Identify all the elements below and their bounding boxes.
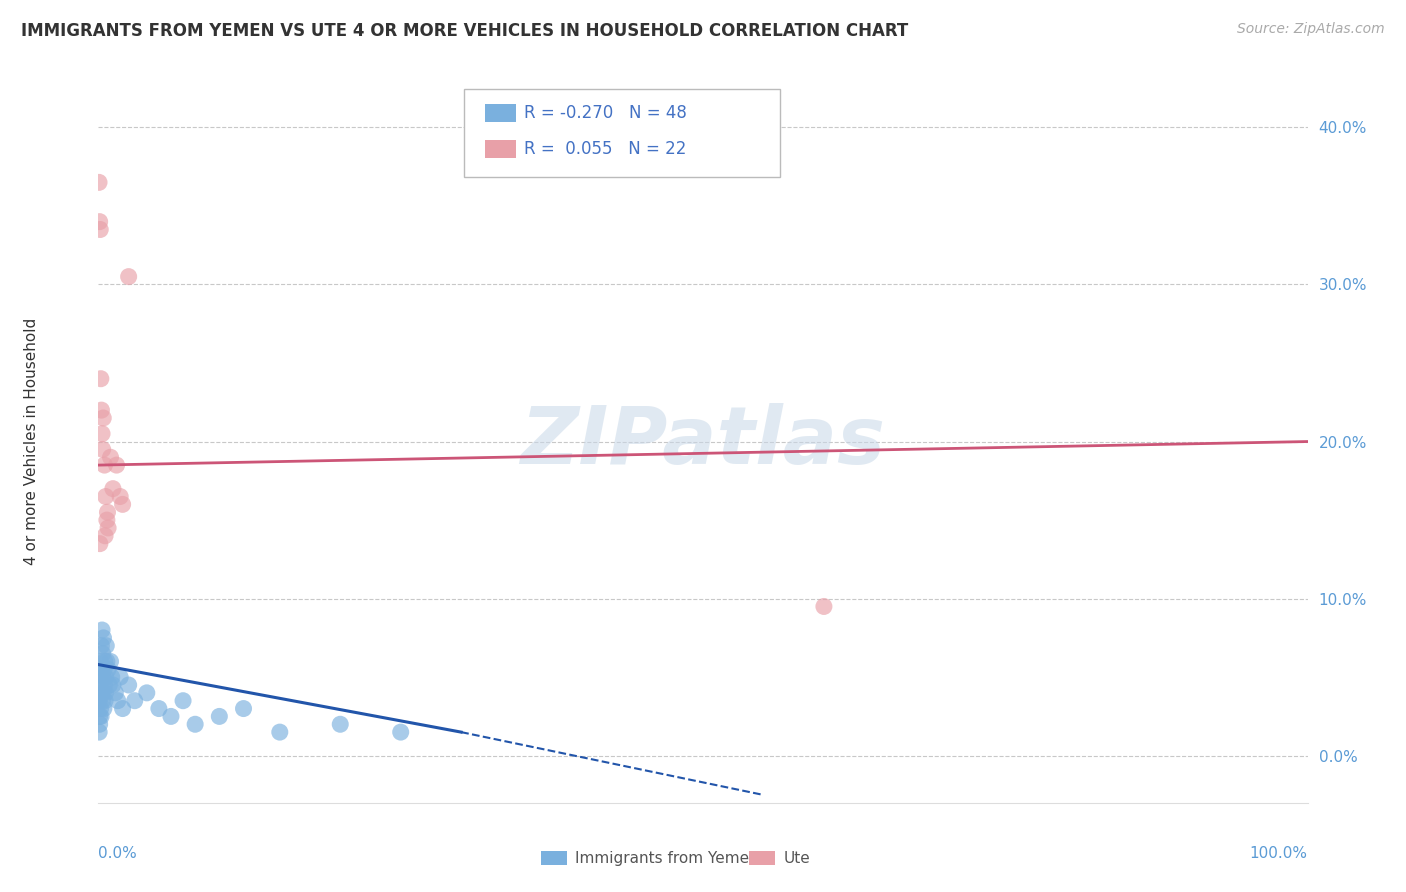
Point xyxy=(96,655,118,669)
Point xyxy=(93,631,115,645)
Point xyxy=(91,623,114,637)
Point xyxy=(107,694,129,708)
Point xyxy=(89,214,111,228)
Point xyxy=(104,686,127,700)
Point xyxy=(98,678,121,692)
Point xyxy=(118,678,141,692)
Point xyxy=(96,513,118,527)
Text: 0.0%: 0.0% xyxy=(98,847,138,861)
Point xyxy=(91,686,114,700)
Point xyxy=(87,694,110,708)
Point xyxy=(89,222,111,236)
Point xyxy=(94,490,117,504)
Point xyxy=(97,521,120,535)
Point xyxy=(97,662,120,676)
Point xyxy=(96,639,118,653)
Point xyxy=(93,662,115,676)
Text: IMMIGRANTS FROM YEMEN VS UTE 4 OR MORE VEHICLES IN HOUSEHOLD CORRELATION CHART: IMMIGRANTS FROM YEMEN VS UTE 4 OR MORE V… xyxy=(21,22,908,40)
Point xyxy=(90,709,112,723)
Point xyxy=(94,529,117,543)
Point xyxy=(269,725,291,739)
Point xyxy=(148,701,170,715)
Point xyxy=(111,701,134,715)
Point xyxy=(89,717,111,731)
Point xyxy=(111,497,134,511)
Text: R =  0.055   N = 22: R = 0.055 N = 22 xyxy=(524,140,686,158)
Point xyxy=(389,725,412,739)
Point xyxy=(90,403,112,417)
Point xyxy=(94,670,117,684)
Point xyxy=(91,411,114,425)
Text: 4 or more Vehicles in Household: 4 or more Vehicles in Household xyxy=(24,318,39,566)
Text: Ute: Ute xyxy=(783,851,810,865)
Point xyxy=(124,694,146,708)
Point xyxy=(232,701,254,715)
Point xyxy=(89,709,111,723)
Point xyxy=(108,670,131,684)
Point xyxy=(91,694,114,708)
Point xyxy=(90,701,112,715)
Point xyxy=(90,639,112,653)
Point xyxy=(89,725,111,739)
Point xyxy=(93,655,115,669)
Point xyxy=(101,678,124,692)
Point xyxy=(89,678,111,692)
Text: 100.0%: 100.0% xyxy=(1250,847,1308,861)
Point xyxy=(813,599,835,614)
Point xyxy=(94,686,117,700)
Point xyxy=(160,709,183,723)
Text: R = -0.270   N = 48: R = -0.270 N = 48 xyxy=(524,104,688,122)
Point xyxy=(118,269,141,284)
Point xyxy=(329,717,352,731)
Point xyxy=(172,694,194,708)
Point xyxy=(89,536,111,550)
Point xyxy=(93,701,115,715)
Point xyxy=(90,372,112,386)
Point xyxy=(91,426,114,441)
Point xyxy=(91,647,114,661)
Point xyxy=(208,709,231,723)
Text: Immigrants from Yemen: Immigrants from Yemen xyxy=(575,851,759,865)
Point xyxy=(93,458,115,472)
Point xyxy=(100,450,122,465)
Text: ZIPatlas: ZIPatlas xyxy=(520,402,886,481)
Point xyxy=(135,686,157,700)
Point xyxy=(96,505,118,519)
Point xyxy=(90,662,112,676)
Point xyxy=(100,655,122,669)
Point xyxy=(93,678,115,692)
Point xyxy=(184,717,207,731)
Point xyxy=(100,670,122,684)
Point xyxy=(91,670,114,684)
Point xyxy=(87,175,110,189)
Point xyxy=(89,655,111,669)
Point xyxy=(94,694,117,708)
Text: Source: ZipAtlas.com: Source: ZipAtlas.com xyxy=(1237,22,1385,37)
Point xyxy=(105,458,128,472)
Point xyxy=(90,686,112,700)
Point xyxy=(108,490,131,504)
Point xyxy=(91,442,114,457)
Point xyxy=(101,482,124,496)
Point xyxy=(89,670,111,684)
